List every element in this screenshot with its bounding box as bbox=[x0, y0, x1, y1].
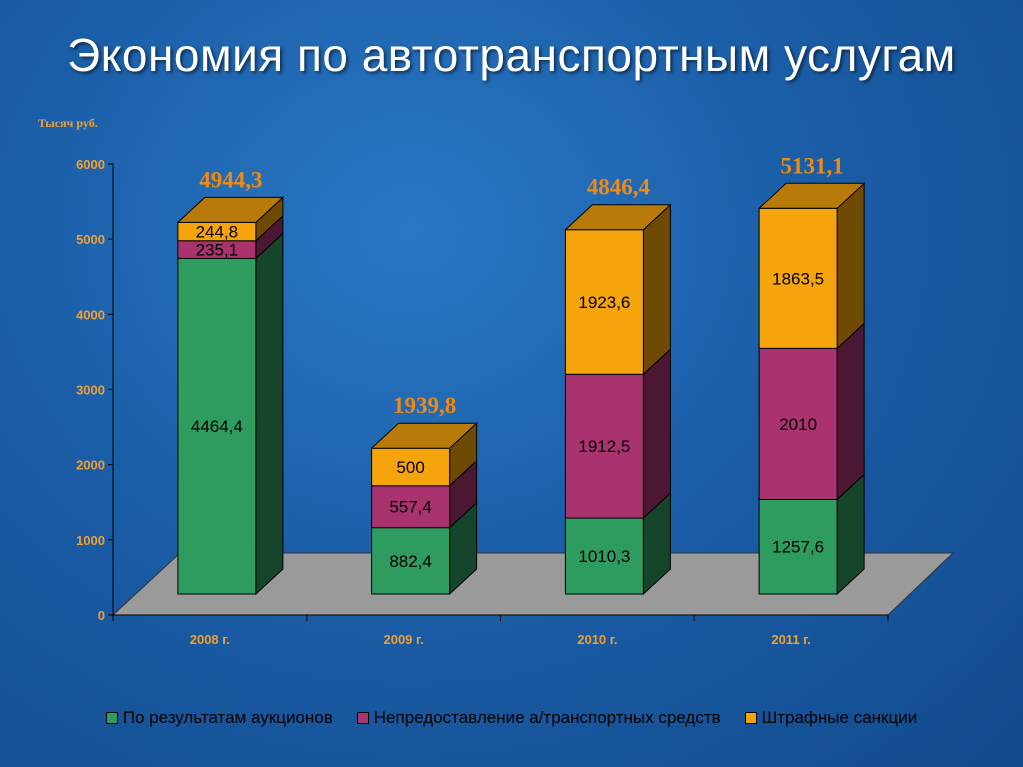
y-tick-label: 6000 bbox=[76, 157, 105, 172]
bar-segment bbox=[564, 373, 644, 519]
y-tick-label: 1000 bbox=[76, 533, 105, 548]
data-label: 557,4 bbox=[389, 498, 432, 517]
bar-group: 882,4 557,4 500 bbox=[370, 422, 478, 596]
data-label: 1912,5 bbox=[578, 437, 630, 456]
legend-swatch bbox=[744, 712, 757, 724]
bar-segment bbox=[564, 229, 644, 375]
bar-side bbox=[836, 182, 865, 350]
bar-top bbox=[757, 182, 866, 209]
y-tick-label: 0 bbox=[98, 608, 105, 623]
data-label: 235,1 bbox=[196, 241, 239, 260]
bar-segment bbox=[758, 498, 838, 595]
page-title: Экономия по автотранспортным услугам bbox=[67, 29, 956, 81]
total-label: 4944,3 bbox=[199, 167, 262, 192]
data-label: 4464,4 bbox=[191, 417, 243, 436]
y-axis-label: Тысяч руб. bbox=[38, 116, 98, 130]
data-label: 2010 bbox=[779, 415, 817, 434]
y-tick-label: 4000 bbox=[76, 307, 105, 322]
data-label: 244,8 bbox=[196, 223, 239, 242]
bar-segment bbox=[758, 347, 838, 500]
legend-label: Непредоставление а/транспортных средств bbox=[373, 708, 721, 727]
x-tick-label: 2009 г. bbox=[383, 632, 423, 647]
y-tick-label: 2000 bbox=[76, 458, 105, 473]
y-tick-label: 3000 bbox=[76, 383, 105, 398]
data-label: 882,4 bbox=[389, 552, 432, 571]
legend-item: Непредоставление а/транспортных средств bbox=[356, 708, 721, 728]
legend-label: По результатам аукционов bbox=[122, 708, 333, 727]
total-label: 5131,1 bbox=[781, 153, 844, 178]
bar-top bbox=[176, 196, 285, 223]
y-tick-label: 5000 bbox=[76, 232, 105, 247]
total-label: 4846,4 bbox=[587, 175, 651, 200]
bar-group: 1257,6 2010 1863,5 bbox=[757, 182, 866, 596]
data-label: 500 bbox=[396, 458, 424, 477]
bar-side bbox=[642, 348, 671, 520]
legend-item: Штрафные санкции bbox=[744, 708, 918, 728]
legend-swatch bbox=[356, 712, 369, 724]
bar-segment bbox=[371, 447, 451, 487]
bar-segment bbox=[371, 527, 451, 595]
bar-segment bbox=[371, 485, 451, 529]
bar-side bbox=[255, 232, 284, 596]
bar-top bbox=[370, 422, 478, 449]
bar-top bbox=[564, 204, 672, 231]
legend-item: По результатам аукционов bbox=[105, 708, 333, 728]
x-tick-label: 2011 г. bbox=[771, 632, 811, 647]
data-label: 1923,6 bbox=[578, 293, 630, 312]
total-label: 1939,8 bbox=[393, 393, 456, 418]
bar-side bbox=[836, 322, 865, 501]
bar-segment bbox=[564, 517, 644, 595]
bar-segment bbox=[758, 207, 838, 349]
chart-legend: По результатам аукционов Непредоставление… bbox=[0, 708, 1023, 728]
x-tick-label: 2010 г. bbox=[577, 632, 617, 647]
bar-side bbox=[642, 203, 671, 376]
data-label: 1863,5 bbox=[772, 269, 824, 288]
data-label: 1010,3 bbox=[578, 547, 630, 566]
bar-segment bbox=[177, 257, 257, 595]
bar-group: 1010,3 1912,5 1923,6 bbox=[564, 203, 672, 596]
legend-swatch bbox=[105, 712, 118, 724]
x-tick-label: 2008 г. bbox=[190, 632, 230, 647]
legend-label: Штрафные санкции bbox=[761, 708, 918, 727]
data-label: 1257,6 bbox=[772, 538, 824, 557]
